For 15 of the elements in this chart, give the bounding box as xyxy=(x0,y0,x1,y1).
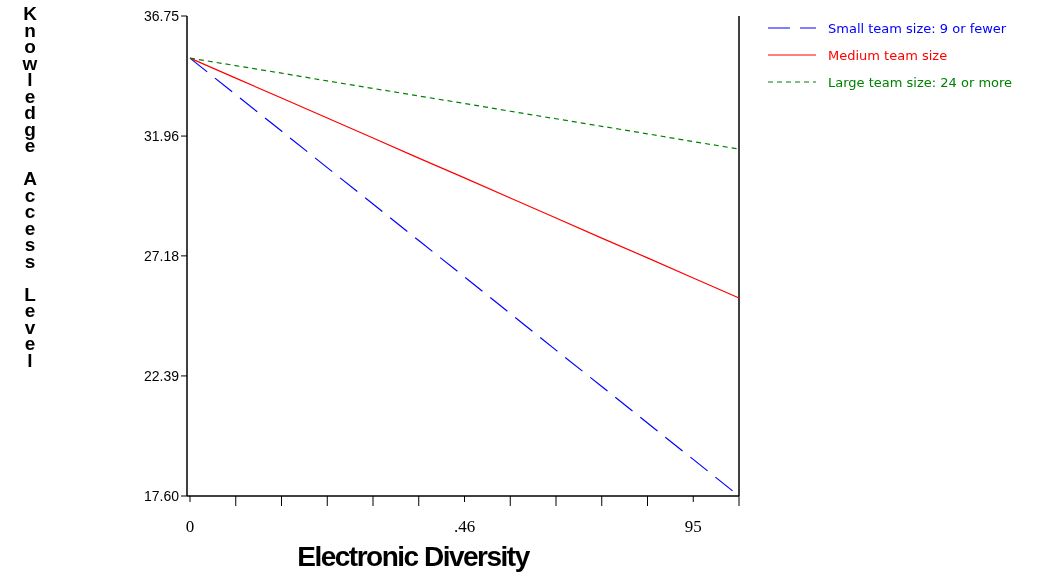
y-tick-label: 31.96 xyxy=(143,127,180,144)
y-tick-label: 22.39 xyxy=(143,367,180,384)
y-tick-label: 17.60 xyxy=(143,487,180,504)
x-axis-title: Electronic Diversity xyxy=(297,541,531,572)
line-series xyxy=(189,57,740,150)
legend-label: Medium team size xyxy=(828,47,948,63)
line-series xyxy=(189,57,740,299)
y-tick-label: 27.18 xyxy=(143,247,180,264)
text: Knowledge Access Level xyxy=(22,3,38,371)
x-tick-label: .46 xyxy=(453,517,476,536)
x-tick-label: 0 xyxy=(185,517,195,536)
legend-label: Large team size: 24 or more xyxy=(828,74,1013,90)
y-tick-label: 36.75 xyxy=(143,7,180,24)
x-tick-label: 95 xyxy=(684,517,702,536)
legend-label: Small team size: 9 or fewer xyxy=(828,20,1007,36)
